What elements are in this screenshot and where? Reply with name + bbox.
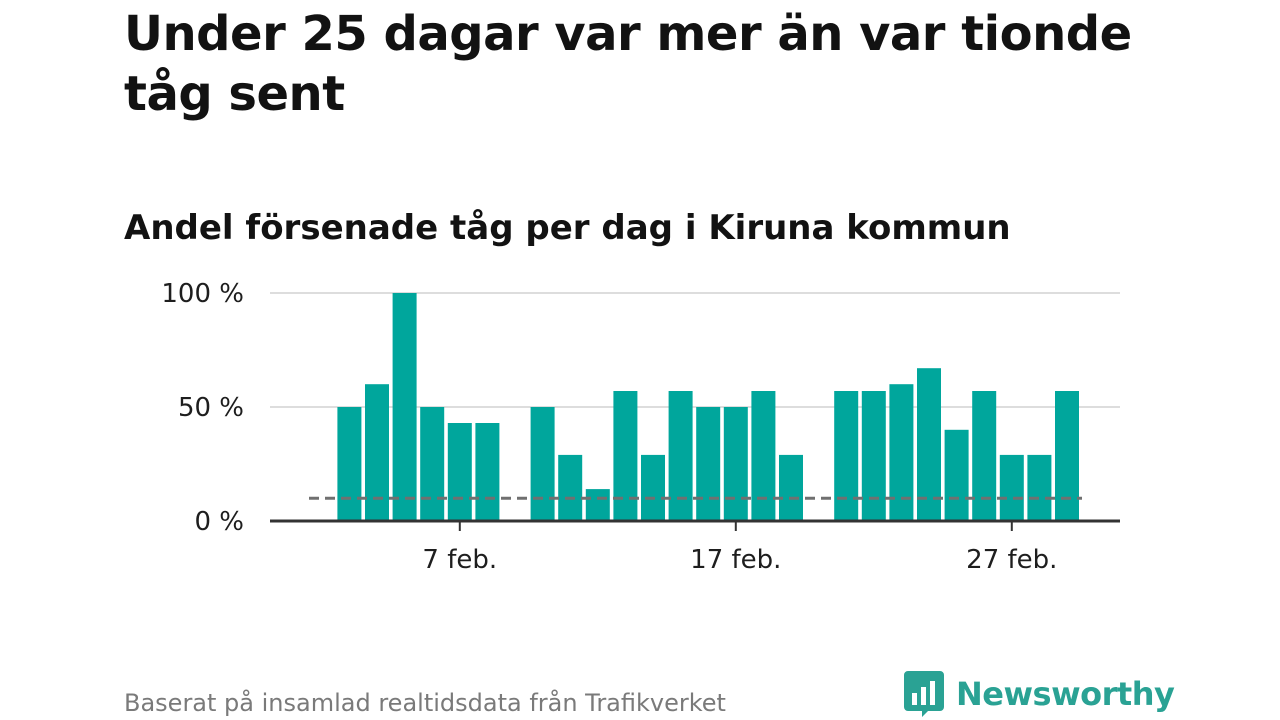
source-note: Baserat på insamlad realtidsdata från Tr… [124,689,726,717]
y-tick-label: 100 % [161,279,244,309]
x-axis-ticks: 7 feb. 17 feb. 27 feb. [422,521,1057,575]
bar [917,368,941,521]
bar [779,454,803,521]
headline: Under 25 dagar var mer än var tionde tåg… [124,6,1132,122]
bar [834,391,859,521]
bar [392,293,417,521]
bar [751,391,776,521]
brand-name: Newsworthy [956,675,1175,713]
bar [696,407,721,521]
bar [365,384,389,521]
bar [889,384,914,521]
bar [420,407,445,521]
newsworthy-logo-icon [904,671,944,717]
bar [475,423,500,521]
bar [1055,391,1079,521]
brand-logo: Newsworthy [902,668,1175,720]
bar [972,391,997,521]
bar [944,429,969,521]
bar [613,391,638,521]
bar [999,454,1024,521]
y-tick-label: 50 % [178,393,244,423]
bar [861,391,886,521]
y-axis-ticks: 0 % 50 % 100 % [161,279,244,537]
y-tick-label: 0 % [194,507,244,537]
bar [668,391,693,521]
bar [447,423,472,521]
bar [723,407,748,521]
bar [530,407,555,521]
bar [1027,454,1052,521]
bar [337,407,362,521]
bar [558,454,583,521]
bar-chart: 7 feb. 17 feb. 27 feb. 0 % 50 % 100 % [161,279,1120,575]
x-tick-label: 27 feb. [966,545,1057,575]
bar [641,454,665,521]
bar [585,489,610,521]
x-tick-label: 17 feb. [690,545,781,575]
x-tick-label: 7 feb. [422,545,497,575]
chart-subtitle: Andel försenade tåg per dag i Kiruna kom… [124,208,1011,248]
